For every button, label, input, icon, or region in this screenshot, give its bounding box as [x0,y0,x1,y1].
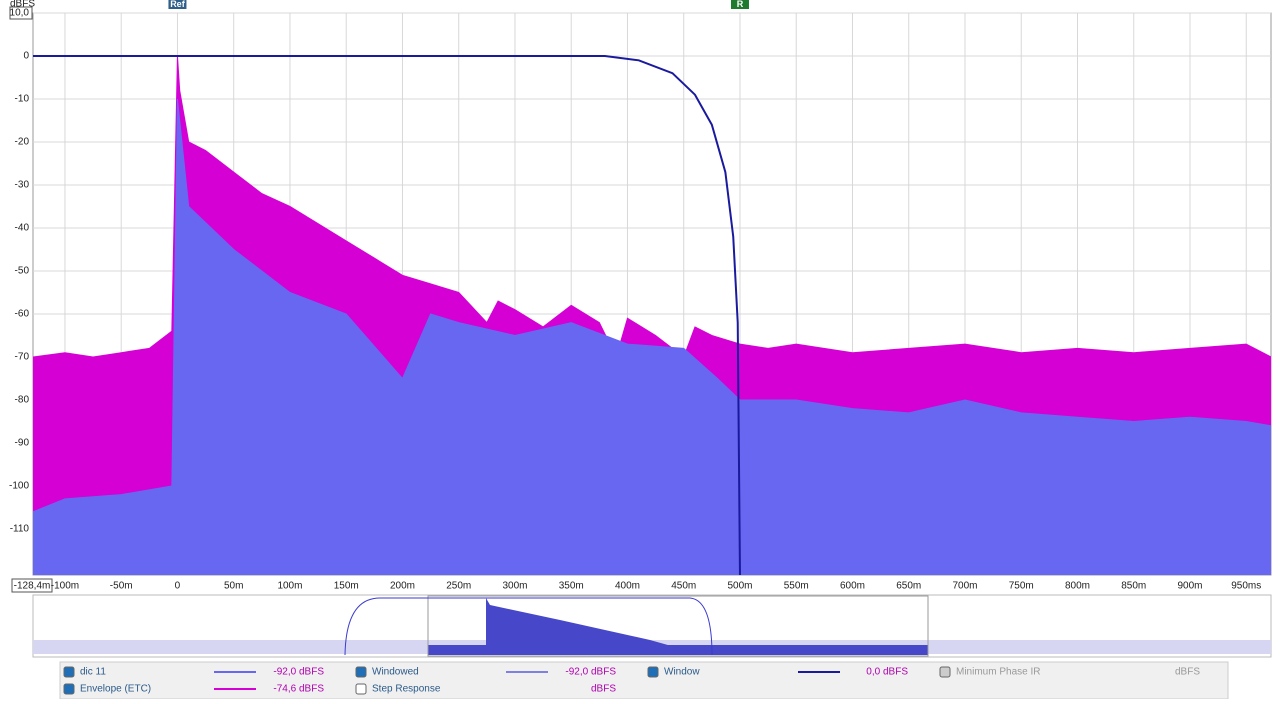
x-tick-label: -50m [110,581,133,592]
y-tick-label: -60 [15,309,30,320]
legend-readout: dBFS [591,684,616,695]
x-limit-box [11,578,53,593]
x-tick-label: 350m [559,581,584,592]
x-tick-label: 450m [671,581,696,592]
legend-label: Step Response [372,684,441,695]
marker-flag [730,0,749,9]
y-tick-label: -20 [15,137,30,148]
x-tick-label: 950ms [1231,581,1261,592]
x-tick-label: -100m [51,581,79,592]
x-tick-label: 800m [1065,581,1090,592]
legend-readout: dBFS [1175,667,1200,678]
legend-readout: 0,0 dBFS [866,667,908,678]
legend-readout: -92,0 dBFS [273,667,324,678]
x-tick-label: 500m [727,581,752,592]
x-tick-label: 50m [224,581,243,592]
checkbox[interactable] [939,666,951,678]
marker-label: Ref [170,0,186,9]
y-tick-label: -70 [15,352,30,363]
legend-label: Windowed [372,667,419,678]
overview-peak [486,598,700,654]
window-line [33,54,741,575]
y-tick-label: -100 [9,481,29,492]
x-tick-label: 400m [615,581,640,592]
x-tick-label: 200m [390,581,415,592]
y-tick-label: 10,0 [10,8,30,19]
plot: 10,0 0 -10 -20 -30 -40 -50 -60 -70 -80 -90 -100 -110… [9,0,1272,593]
marker-flag [168,0,187,9]
x-tick-label: 600m [840,581,865,592]
x-tick-label: -128,4m [14,581,51,592]
legend-panel [59,661,1229,700]
x-tick-label: 850m [1121,581,1146,592]
overview-window-curve [344,597,713,656]
legend-label: dic 11 [80,667,106,678]
checkbox[interactable] [355,683,367,695]
y-unit: dBFS [10,0,35,10]
x-tick-label: 650m [896,581,921,592]
x-tick-label: 0 [175,581,181,592]
x-tick-label: 700m [952,581,977,592]
y-tick-label: -90 [15,438,30,449]
marker-label: R [737,0,744,9]
x-tick-label: 150m [334,581,359,592]
legend: dic 11 -92,0 dBFS Windowed -92,0 dBFS Window… [63,666,1200,695]
x-tick-label: 900m [1177,581,1202,592]
legend-label: Minimum Phase IR [956,667,1040,678]
y-limit-box [9,6,33,20]
legend-label: Window [664,667,700,678]
y-tick-label: -30 [15,180,30,191]
x-tick-label: 100m [277,581,302,592]
legend-readout: -92,0 dBFS [565,667,616,678]
x-tick-label: 250m [446,581,471,592]
x-tick-label: 300m [502,581,527,592]
y-tick-label: -80 [15,395,30,406]
legend-readout: -74,6 dBFS [273,684,324,695]
checkbox[interactable] [647,666,659,678]
checkbox[interactable] [63,683,75,695]
overview [32,594,1272,658]
y-tick-label: -40 [15,223,30,234]
y-tick-label: -110 [10,524,30,535]
overview-window [427,595,929,657]
x-tick-label: 550m [784,581,809,592]
series-area [33,98,1271,575]
checkbox[interactable] [63,666,75,678]
x-tick-label: 750m [1009,581,1034,592]
y-tick-label: -10 [15,94,30,105]
y-tick-label: 0 [23,51,29,62]
y-tick-label: -50 [15,266,30,277]
checkbox[interactable] [355,666,367,678]
legend-label: Envelope (ETC) [80,684,151,695]
